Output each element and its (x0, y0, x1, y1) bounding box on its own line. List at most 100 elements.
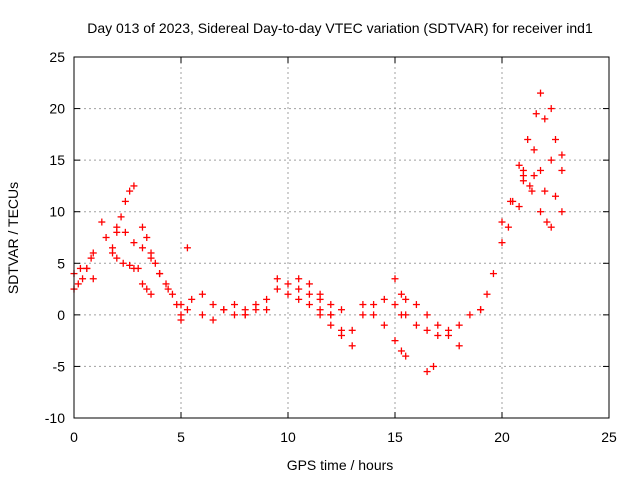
data-point (134, 264, 142, 272)
data-point (231, 301, 238, 309)
data-point (263, 295, 271, 303)
data-point (552, 192, 559, 200)
x-tick-label: 10 (280, 429, 296, 445)
data-point (552, 136, 559, 144)
data-point (295, 295, 303, 303)
data-point (547, 223, 555, 231)
y-tick-label: 10 (49, 204, 65, 220)
data-point (434, 321, 442, 329)
data-point (168, 290, 176, 298)
data-point (541, 115, 549, 123)
data-point (177, 301, 185, 309)
data-point (391, 275, 399, 283)
data-point (380, 321, 388, 329)
data-point (423, 326, 431, 334)
data-point (252, 306, 260, 314)
data-point (519, 166, 527, 174)
data-point (359, 301, 367, 309)
data-point (138, 223, 146, 231)
y-tick-label: 5 (57, 255, 65, 271)
y-tick-label: -5 (53, 358, 66, 374)
data-point (327, 301, 335, 309)
grid-lines (74, 57, 609, 418)
data-point (504, 223, 512, 231)
data-point (143, 285, 151, 293)
y-tick-labels: -10 -5 0 5 10 15 20 25 (45, 49, 65, 426)
data-point (532, 110, 540, 118)
y-tick-label: 25 (49, 49, 65, 65)
data-point (121, 197, 129, 205)
data-point (284, 280, 292, 288)
data-point (156, 270, 164, 278)
x-tick-label: 15 (387, 429, 403, 445)
data-point (220, 306, 228, 314)
data-point (543, 218, 551, 226)
data-point (541, 187, 549, 195)
data-point (327, 321, 335, 329)
x-tick-label: 5 (177, 429, 185, 445)
data-point (263, 306, 271, 314)
data-point (445, 326, 452, 334)
data-point (558, 151, 566, 159)
data-point (121, 228, 129, 236)
data-point (295, 275, 303, 283)
data-point (466, 311, 474, 319)
data-point (528, 187, 536, 195)
data-point (537, 89, 545, 97)
data-point (530, 146, 538, 154)
data-point (498, 239, 506, 247)
data-point (305, 290, 313, 298)
data-point (412, 321, 420, 329)
y-tick-label: 15 (49, 152, 65, 168)
chart-title: Day 013 of 2023, Sidereal Day-to-day VTE… (87, 20, 593, 36)
data-point (117, 213, 125, 221)
data-point (198, 311, 206, 319)
data-point (162, 280, 170, 288)
data-point (483, 290, 491, 298)
data-point (348, 342, 356, 350)
data-point (338, 331, 345, 339)
data-point (138, 244, 146, 252)
data-point (209, 316, 217, 324)
data-point (547, 105, 555, 113)
data-point (316, 290, 324, 298)
data-point (83, 264, 91, 272)
data-point (370, 301, 378, 309)
data-point (147, 249, 155, 257)
data-point (397, 290, 405, 298)
data-point (130, 239, 138, 247)
x-tick-label: 0 (70, 429, 78, 445)
data-point (515, 203, 523, 211)
data-point (402, 295, 410, 303)
data-point (489, 270, 497, 278)
data-point (526, 182, 534, 190)
data-point (519, 177, 527, 185)
data-point (455, 342, 463, 350)
data-point (183, 306, 191, 314)
data-point (130, 182, 138, 190)
data-point (391, 301, 399, 309)
data-point (430, 362, 438, 370)
data-point (147, 290, 155, 298)
data-point (209, 301, 217, 309)
data-point (305, 280, 313, 288)
data-points (70, 89, 566, 376)
data-point (231, 311, 238, 319)
y-axis-label: SDTVAR / TECUs (5, 182, 21, 294)
data-point (402, 352, 410, 360)
plot-frame (73, 56, 610, 419)
data-point (119, 259, 127, 267)
data-point (89, 249, 97, 257)
data-point (547, 156, 555, 164)
y-tick-label: 20 (49, 101, 65, 117)
data-point (477, 306, 485, 314)
data-point (515, 161, 523, 169)
data-point (241, 311, 249, 319)
data-point (87, 254, 95, 262)
data-point (273, 275, 281, 283)
data-point (76, 264, 84, 272)
data-point (198, 290, 206, 298)
data-point (423, 311, 431, 319)
data-point (380, 295, 388, 303)
x-tick-label: 25 (601, 429, 617, 445)
